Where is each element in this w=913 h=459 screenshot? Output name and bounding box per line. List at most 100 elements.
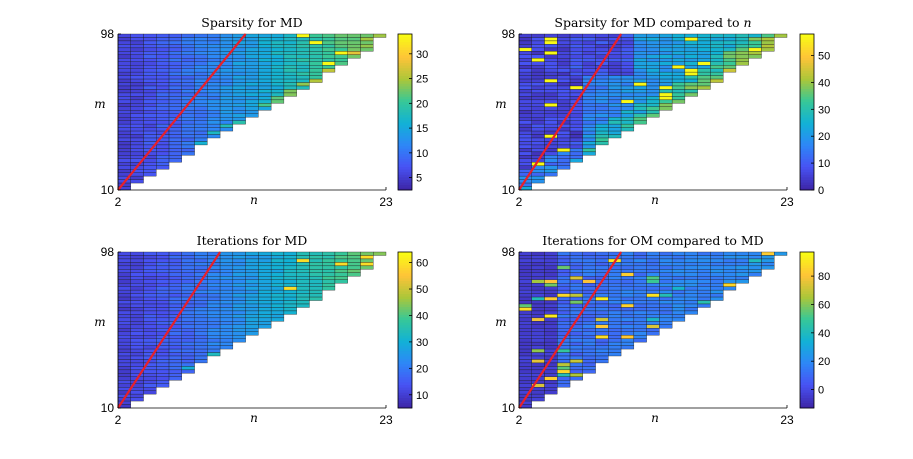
- heatmap-cell: [283, 300, 297, 305]
- heatmap-cell: [168, 265, 182, 270]
- heatmap-cell: [646, 82, 660, 87]
- heatmap-cell: [156, 359, 170, 364]
- heatmap-cell: [181, 269, 195, 273]
- colorbar-segment: [800, 117, 814, 121]
- heatmap-cell: [518, 130, 532, 135]
- heatmap-cell: [117, 165, 131, 170]
- heatmap-cell: [130, 307, 144, 312]
- heatmap-cell: [544, 303, 558, 308]
- colorbar-segment: [398, 169, 412, 173]
- heatmap-cell: [168, 89, 182, 94]
- heatmap-cell: [245, 110, 259, 114]
- colorbar-segment: [800, 278, 814, 281]
- colorbar-segment: [800, 291, 814, 294]
- heatmap-cell: [569, 123, 583, 128]
- heatmap-cell: [518, 262, 532, 267]
- heatmap-cell: [531, 321, 545, 325]
- heatmap-cell: [595, 307, 609, 312]
- heatmap-cell: [518, 352, 532, 357]
- heatmap-cell: [232, 61, 246, 66]
- heatmap-cell: [334, 47, 348, 52]
- heatmap-cell: [518, 151, 532, 156]
- colorbar-segment: [800, 293, 814, 297]
- heatmap-cell: [156, 117, 170, 121]
- heatmap-cell: [245, 113, 259, 118]
- heatmap-cell: [723, 251, 737, 256]
- heatmap-cell: [296, 276, 310, 280]
- heatmap-cell: [309, 37, 323, 42]
- heatmap-cell: [595, 78, 609, 83]
- heatmap-cell: [296, 82, 310, 87]
- heatmap-cell: [181, 47, 195, 52]
- heatmap-cell: [723, 255, 737, 260]
- heatmap-cell: [181, 328, 195, 332]
- heatmap-cell: [518, 37, 532, 42]
- heatmap-cell: [723, 265, 737, 270]
- heatmap-cell: [219, 317, 234, 322]
- heatmap-cell: [322, 65, 336, 69]
- heatmap-cell: [620, 265, 635, 270]
- heatmap-cell: [181, 283, 195, 287]
- heatmap-cell: [194, 110, 208, 114]
- heatmap-cell: [620, 345, 635, 350]
- heatmap-cell: [156, 89, 170, 94]
- heatmap-cell: [143, 92, 157, 97]
- colorbar-segment: [800, 340, 814, 344]
- heatmap-cell: [130, 293, 144, 298]
- heatmap-cell: [595, 276, 609, 280]
- heatmap-cell: [633, 47, 647, 52]
- heatmap-cell: [130, 106, 144, 111]
- heatmap-cell: [181, 37, 195, 42]
- heatmap-cell: [646, 258, 660, 263]
- heatmap-cell: [270, 78, 285, 83]
- heatmap-cell: [130, 148, 144, 153]
- heatmap-cell: [710, 276, 724, 280]
- heatmap-cell: [608, 272, 622, 277]
- heatmap-cell: [181, 130, 195, 135]
- heatmap-cell: [582, 51, 596, 55]
- heatmap-cell: [117, 92, 131, 97]
- heatmap-cell: [219, 345, 234, 350]
- heatmap-cell: [569, 366, 583, 371]
- heatmap-cell: [633, 89, 647, 94]
- chart-title: Iterations for MD: [197, 233, 308, 248]
- heatmap-cell: [309, 258, 323, 263]
- colorbar-segment: [800, 356, 814, 359]
- colorbar-segment: [398, 322, 412, 326]
- colorbar-segment: [800, 265, 814, 268]
- heatmap-cell: [620, 255, 635, 260]
- heatmap-cell: [633, 82, 647, 87]
- colorbar-segment: [800, 369, 814, 372]
- heatmap-cell: [608, 341, 622, 346]
- heatmap-cell: [723, 54, 737, 59]
- heatmap-cell: [156, 71, 170, 76]
- colorbar-segment: [398, 395, 412, 398]
- colorbar-segment: [398, 125, 412, 128]
- heatmap-cell: [309, 279, 323, 284]
- heatmap-cell: [608, 92, 622, 97]
- x-tick-label: 23: [379, 413, 393, 427]
- heatmap-cell: [219, 279, 234, 284]
- heatmap-cell: [117, 362, 131, 367]
- heatmap-cell: [582, 137, 596, 142]
- colorbar-segment: [800, 67, 814, 71]
- heatmap-cell: [608, 328, 622, 332]
- heatmap-cell: [130, 33, 144, 38]
- colorbar-segment: [800, 86, 814, 89]
- heatmap-cell: [219, 338, 234, 343]
- heatmap-cell: [232, 96, 246, 101]
- heatmap-cell: [156, 272, 170, 277]
- heatmap-cell: [232, 279, 246, 284]
- heatmap-cell: [143, 89, 157, 94]
- heatmap-cell: [296, 255, 310, 260]
- heatmap-cell: [296, 85, 310, 90]
- heatmap-cell: [582, 335, 596, 339]
- heatmap-cell: [117, 33, 131, 38]
- colorbar-segment: [800, 122, 814, 126]
- heatmap-cell: [130, 262, 144, 267]
- colorbar-segment: [398, 114, 412, 118]
- heatmap-cell: [258, 265, 272, 270]
- heatmap-cell: [117, 51, 131, 55]
- heatmap-cell: [322, 276, 336, 280]
- heatmap-cell: [620, 65, 635, 69]
